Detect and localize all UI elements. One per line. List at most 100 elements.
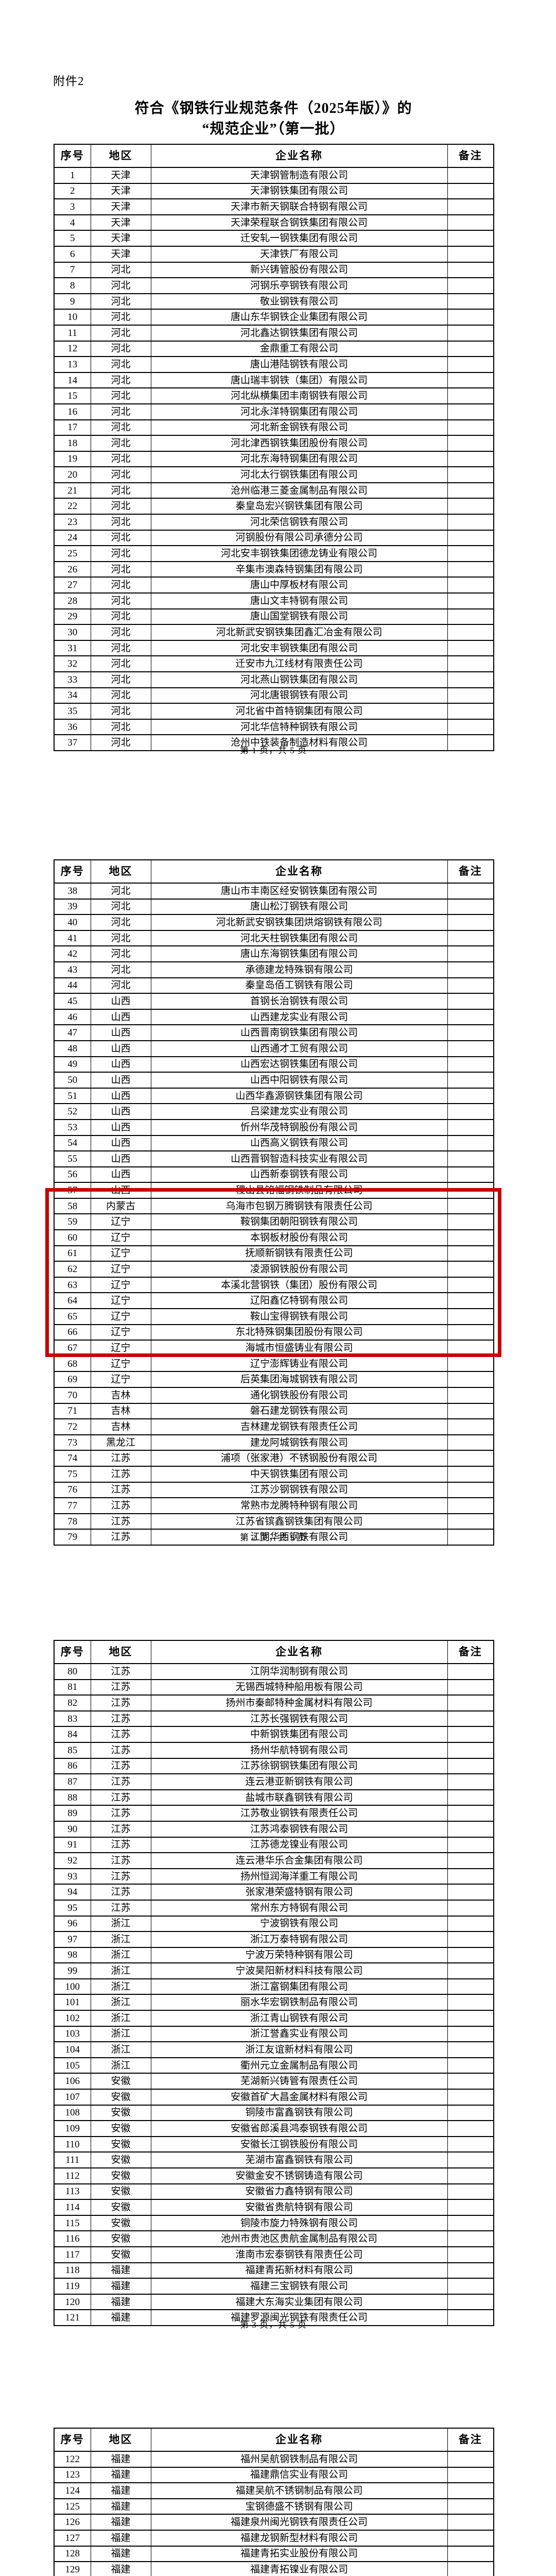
table-row: 23 河北 河北荣信钢铁有限公司 — [54, 514, 494, 531]
company-cell: 天津市新天钢联合特钢有限公司 — [150, 198, 448, 215]
seq-cell: 48 — [54, 1040, 91, 1057]
column-header: 序号 — [54, 2428, 91, 2452]
seq-cell: 113 — [54, 2183, 91, 2200]
region-cell: 山西 — [90, 1040, 151, 1057]
table-row: 56 山西 山西新泰钢铁有限公司 — [54, 1166, 494, 1183]
remark-cell — [447, 1118, 494, 1136]
company-cell: 常州东方特钢有限公司 — [150, 1899, 448, 1917]
remark-cell — [447, 1324, 494, 1341]
company-cell: 河北永洋特钢集团有限公司 — [150, 403, 448, 420]
region-cell: 河北 — [90, 639, 151, 657]
company-cell: 张家港荣盛特钢有限公司 — [150, 1884, 448, 1901]
remark-cell — [447, 1292, 494, 1310]
seq-cell: 75 — [54, 1465, 91, 1483]
table-row: 109 安徽 安徽省郎溪县鸿泰钢铁有限公司 — [54, 2120, 494, 2137]
seq-cell: 25 — [54, 545, 91, 562]
company-cell: 福建大东海实业集团有限公司 — [150, 2293, 448, 2311]
company-cell: 河北东海特钢集团有限公司 — [150, 450, 448, 468]
region-cell: 江苏 — [90, 1741, 151, 1759]
seq-cell: 123 — [54, 2466, 91, 2484]
remark-cell — [447, 1757, 494, 1775]
region-cell: 安徽 — [90, 2104, 151, 2122]
table-row: 68 辽宁 辽宁澎辉铸业有限公司 — [54, 1355, 494, 1372]
company-cell: 福建罗源闽光钢铁有限责任公司 — [150, 2309, 448, 2326]
seq-cell: 40 — [54, 914, 91, 931]
table-row: 110 安徽 安徽长江钢铁股份有限公司 — [54, 2136, 494, 2153]
region-cell: 辽宁 — [90, 1308, 151, 1325]
seq-cell: 77 — [54, 1497, 91, 1514]
company-cell: 江苏德龙镍业有限公司 — [150, 1836, 448, 1854]
remark-cell — [447, 993, 494, 1010]
company-cell: 河钢乐亭钢铁有限公司 — [150, 277, 448, 294]
seq-cell: 129 — [54, 2561, 91, 2576]
remark-cell — [447, 718, 494, 736]
document-page-sheet: 序号 地区 企业名称 备注 122 福建 福州吴航钢铁制品有限公司 123 福建 福建鼎信实业有… — [0, 2362, 556, 2576]
table-row: 9 河北 敬业钢铁有限公司 — [54, 293, 494, 310]
remark-cell — [447, 1852, 494, 1869]
region-cell: 河北 — [90, 608, 151, 625]
remark-cell — [447, 883, 494, 900]
table-row: 123 福建 福建鼎信实业有限公司 — [54, 2466, 494, 2484]
seq-cell: 65 — [54, 1308, 91, 1325]
company-cell: 山西中阳钢铁有限公司 — [150, 1072, 448, 1089]
company-cell: 丽水华宏钢铁制品有限公司 — [150, 1994, 448, 2011]
table-row: 24 河北 河钢股份有限公司承德分公司 — [54, 529, 494, 547]
seq-cell: 21 — [54, 482, 91, 499]
seq-cell: 107 — [54, 2089, 91, 2106]
company-cell: 河北新武安钢铁集团烘熔钢铁有限公司 — [150, 914, 448, 931]
company-cell: 凌源钢铁股份有限公司 — [150, 1261, 448, 1278]
table-row: 13 河北 唐山港陆钢铁有限公司 — [54, 356, 494, 373]
column-header: 地区 — [90, 144, 151, 168]
seq-cell: 27 — [54, 577, 91, 594]
remark-cell — [447, 2057, 494, 2074]
company-cell: 迁安市九江线材有限责任公司 — [150, 655, 448, 672]
table-row: 34 河北 河北唐银钢铁有限公司 — [54, 687, 494, 704]
seq-cell: 60 — [54, 1229, 91, 1246]
region-cell: 辽宁 — [90, 1213, 151, 1231]
seq-cell: 26 — [54, 561, 91, 578]
seq-cell: 17 — [54, 419, 91, 436]
remark-cell — [447, 1261, 494, 1278]
table-header-row: 序号 地区 企业名称 备注 — [54, 859, 494, 884]
seq-cell: 52 — [54, 1103, 91, 1120]
remark-cell — [447, 182, 494, 200]
remark-cell — [447, 1387, 494, 1404]
region-cell: 浙江 — [90, 1978, 151, 1995]
remark-cell — [447, 1481, 494, 1499]
region-cell: 山西 — [90, 1150, 151, 1167]
seq-cell: 64 — [54, 1292, 91, 1310]
remark-cell — [447, 2151, 494, 2168]
company-cell: 福建青拓实业股份有限公司 — [150, 2545, 448, 2563]
seq-cell: 85 — [54, 1741, 91, 1759]
region-cell: 江苏 — [90, 1465, 151, 1483]
table-row: 49 山西 山西宏达钢铁集团有限公司 — [54, 1056, 494, 1073]
seq-cell: 116 — [54, 2230, 91, 2247]
company-table: 序号 地区 企业名称 备注 38 河北 唐山市丰南区经安钢铁集团有限公司 39 河北 唐山松汀钢… — [54, 859, 494, 1546]
table-row: 29 河北 唐山国堂钢铁有限公司 — [54, 608, 494, 625]
remark-cell — [447, 1197, 494, 1215]
region-cell: 河北 — [90, 655, 151, 672]
region-cell: 河北 — [90, 498, 151, 515]
region-cell: 河北 — [90, 977, 151, 994]
remark-cell — [447, 1166, 494, 1183]
company-cell: 沧州临港三菱金属制品有限公司 — [150, 482, 448, 499]
region-cell: 辽宁 — [90, 1276, 151, 1294]
region-cell: 河北 — [90, 703, 151, 720]
seq-cell: 78 — [54, 1513, 91, 1530]
seq-cell: 71 — [54, 1402, 91, 1420]
remark-cell — [447, 1087, 494, 1105]
table-row: 15 河北 河北纵横集团丰南钢铁有限公司 — [54, 387, 494, 404]
table-row: 96 浙江 宁波钢铁有限公司 — [54, 1915, 494, 1933]
company-cell: 河北太行钢铁集团有限公司 — [150, 466, 448, 483]
company-cell: 河北津西钢铁集团股份有限公司 — [150, 435, 448, 452]
remark-cell — [447, 167, 494, 184]
column-header: 序号 — [54, 1640, 91, 1664]
region-cell: 河北 — [90, 371, 151, 389]
remark-cell — [447, 2104, 494, 2122]
seq-cell: 126 — [54, 2514, 91, 2531]
column-header: 企业名称 — [150, 1640, 448, 1664]
remark-cell — [447, 1694, 494, 1711]
seq-cell: 87 — [54, 1773, 91, 1790]
table-row: 59 辽宁 鞍钢集团朝阳钢铁有限公司 — [54, 1213, 494, 1231]
